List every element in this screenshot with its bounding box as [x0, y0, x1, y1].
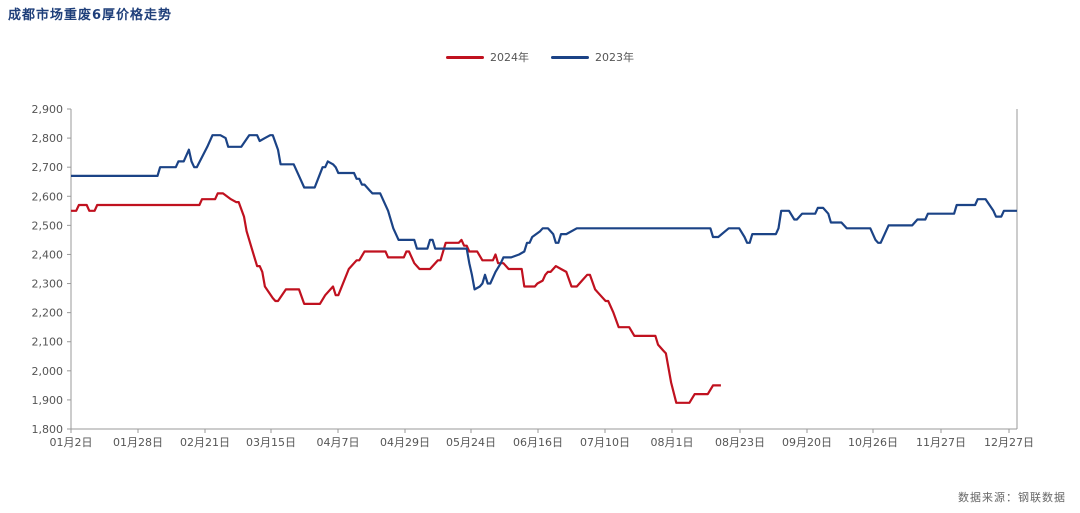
y-tick-label: 1,900 — [32, 394, 64, 407]
y-tick-label: 2,800 — [32, 132, 64, 145]
x-tick-label: 04月7日 — [317, 436, 360, 449]
x-tick-label: 01月28日 — [113, 436, 163, 449]
series-line-2024 — [71, 192, 721, 404]
y-tick-label: 2,900 — [32, 103, 64, 116]
x-tick-label: 08月23日 — [715, 436, 765, 449]
x-tick-label: 05月24日 — [446, 436, 496, 449]
x-tick-label: 07月10日 — [580, 436, 630, 449]
y-tick-label: 2,300 — [32, 278, 64, 291]
y-tick-label: 2,700 — [32, 161, 64, 174]
y-tick-label: 1,800 — [32, 423, 64, 436]
chart-title: 成都市场重废6厚价格走势 — [8, 8, 173, 23]
legend-swatch-2023 — [551, 55, 589, 59]
legend-item-2023[interactable]: 2023年 — [551, 49, 634, 65]
x-tick-label: 04月29日 — [380, 436, 430, 449]
y-tick-label: 2,000 — [32, 365, 64, 378]
legend-item-2024[interactable]: 2024年 — [446, 49, 529, 65]
y-tick-label: 2,200 — [32, 307, 64, 320]
x-tick-label: 08月1日 — [651, 436, 694, 449]
legend-swatch-2024 — [446, 55, 484, 59]
legend-label-2024: 2024年 — [490, 51, 529, 64]
x-tick-label: 12月27日 — [984, 436, 1034, 449]
x-tick-label: 02月21日 — [180, 436, 230, 449]
chart-legend: 2024年 2023年 — [0, 49, 1080, 65]
y-tick-label: 2,100 — [32, 336, 64, 349]
x-tick-label: 11月27日 — [916, 436, 966, 449]
y-tick-label: 2,600 — [32, 190, 64, 203]
x-tick-label: 01月2日 — [50, 436, 93, 449]
series-line-2023 — [71, 134, 1017, 291]
legend-label-2023: 2023年 — [595, 51, 634, 64]
x-tick-label: 03月15日 — [246, 436, 296, 449]
y-tick-label: 2,400 — [32, 248, 64, 261]
x-tick-label: 09月20日 — [782, 436, 832, 449]
data-source-note: 数据来源：钢联数据 — [958, 491, 1066, 504]
y-tick-label: 2,500 — [32, 219, 64, 232]
x-tick-label: 10月26日 — [848, 436, 898, 449]
x-tick-label: 06月16日 — [513, 436, 563, 449]
